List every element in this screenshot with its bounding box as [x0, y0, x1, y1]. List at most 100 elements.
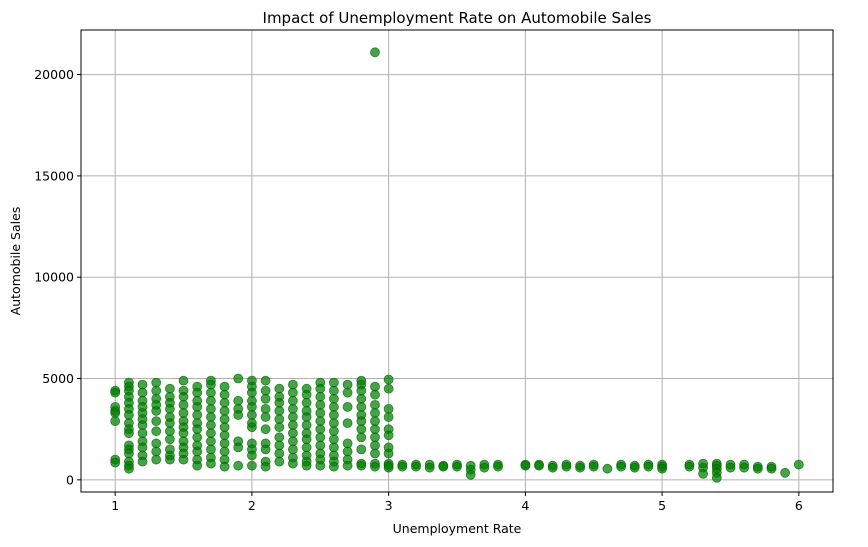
data-point [328, 426, 339, 437]
data-point [328, 401, 339, 412]
data-point [110, 408, 121, 418]
data-point [274, 432, 285, 443]
data-point [260, 461, 271, 472]
data-point [164, 403, 175, 414]
data-point [246, 387, 257, 398]
data-point [137, 428, 148, 439]
data-point [328, 393, 339, 404]
chart-title: Impact of Unemployment Rate on Automobil… [263, 9, 652, 27]
data-point [151, 405, 162, 416]
data-point [643, 461, 654, 472]
data-point [452, 461, 462, 472]
data-point [383, 403, 394, 414]
data-point [397, 461, 408, 472]
data-point [739, 462, 749, 473]
data-point [793, 459, 804, 470]
data-point [123, 410, 134, 420]
data-point [164, 426, 175, 437]
data-point [342, 418, 353, 429]
data-point [151, 426, 162, 437]
data-point [164, 383, 175, 394]
data-point [370, 440, 380, 451]
data-point [370, 424, 380, 435]
data-point [588, 461, 599, 472]
data-point [287, 436, 298, 447]
x-tick-label: 3 [385, 498, 393, 513]
data-point [725, 462, 736, 473]
data-point [342, 446, 353, 457]
data-point [274, 440, 285, 451]
data-point [315, 432, 326, 443]
data-point [205, 444, 216, 455]
data-point [233, 373, 244, 384]
data-point [411, 461, 421, 472]
data-point [192, 460, 203, 471]
data-point [287, 444, 298, 455]
data-point [110, 387, 121, 398]
data-point [164, 434, 175, 445]
data-point [342, 401, 353, 412]
data-point [246, 460, 257, 471]
data-point [151, 454, 162, 465]
data-point [711, 472, 722, 483]
data-point [342, 460, 353, 471]
data-point [287, 387, 298, 398]
data-point [178, 375, 189, 386]
x-tick-label: 6 [795, 498, 803, 513]
data-point [370, 399, 380, 410]
data-point [479, 462, 490, 473]
data-point [356, 393, 367, 404]
data-point [315, 460, 326, 471]
data-point [219, 389, 230, 400]
data-point [260, 375, 271, 386]
data-point [328, 434, 339, 445]
data-point [301, 397, 312, 408]
data-point [164, 418, 175, 429]
data-point [328, 410, 339, 420]
data-point [328, 461, 339, 472]
data-point [534, 460, 544, 471]
data-point [465, 469, 476, 480]
data-point [328, 377, 339, 388]
data-point [356, 385, 367, 396]
data-point [219, 446, 230, 457]
data-point [233, 442, 244, 453]
data-point [192, 401, 203, 412]
data-point [205, 428, 216, 439]
data-point [246, 450, 257, 461]
data-point [301, 420, 312, 431]
data-point [356, 460, 367, 471]
data-point [260, 444, 271, 455]
data-point [315, 391, 326, 402]
data-point [698, 468, 708, 479]
y-tick-label: 20000 [34, 67, 74, 82]
data-point [575, 462, 585, 473]
data-point [780, 467, 790, 478]
data-point [110, 416, 121, 427]
data-point [246, 422, 257, 433]
data-point [274, 397, 285, 408]
data-point [356, 424, 367, 435]
data-point [164, 454, 175, 465]
data-point [370, 461, 380, 472]
data-point [383, 374, 394, 385]
data-point [178, 454, 189, 465]
data-point [123, 428, 134, 439]
x-tick-label: 5 [658, 498, 666, 513]
data-point [178, 428, 189, 439]
data-point [233, 410, 244, 420]
data-point [287, 420, 298, 431]
y-tick-label: 15000 [34, 168, 74, 183]
data-point [766, 463, 777, 474]
data-point [438, 461, 449, 472]
data-point [370, 47, 380, 58]
grid-lines [81, 30, 833, 492]
data-point [383, 448, 394, 459]
data-point [274, 448, 285, 459]
data-point [383, 412, 394, 422]
data-point [287, 428, 298, 439]
data-point [178, 391, 189, 402]
data-point [260, 393, 271, 404]
data-point [151, 446, 162, 457]
data-point [315, 424, 326, 435]
